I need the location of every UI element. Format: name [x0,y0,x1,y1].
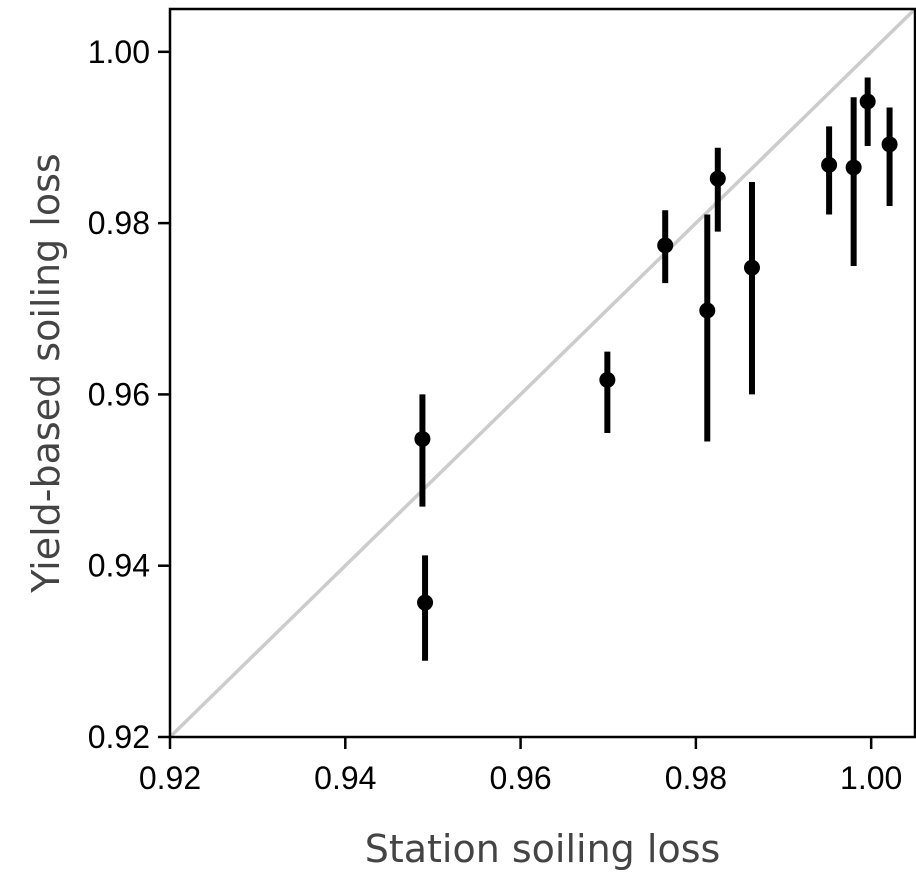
x-tick-label: 1.00 [840,760,902,796]
y-axis-ticks: 0.92 0.94 0.96 0.98 1.00 [88,34,170,755]
y-tick-label: 1.00 [88,34,150,70]
point-marker [414,430,431,447]
data-point [743,182,760,395]
y-tick-label: 0.92 [88,719,150,755]
data-point [417,555,434,661]
point-marker [417,594,434,611]
point-marker [821,156,838,173]
y-tick-label: 0.96 [88,376,150,412]
point-marker [743,259,760,276]
x-axis-ticks: 0.92 0.94 0.96 0.98 1.00 [139,737,902,796]
data-point [709,147,726,232]
plot-content [168,7,916,739]
y-tick-label: 0.98 [88,205,150,241]
point-marker [699,302,716,319]
x-tick-label: 0.94 [314,760,376,796]
x-tick-label: 0.96 [489,760,551,796]
point-marker [599,371,616,388]
x-tick-label: 0.92 [139,760,201,796]
point-marker [881,136,898,153]
data-point [845,97,862,266]
y-axis-label: Yield-based soiling loss [24,153,68,593]
plot-frame [168,7,916,739]
point-marker [657,237,674,254]
data-point [699,214,716,442]
data-point [657,210,674,284]
point-marker [845,159,862,176]
data-point [859,77,876,147]
identity-line [168,7,916,739]
point-marker [859,93,876,110]
x-tick-label: 0.98 [665,760,727,796]
x-axis-label: Station soiling loss [365,827,721,871]
data-point [599,351,616,433]
data-point [881,107,898,206]
point-marker [709,170,726,187]
data-point [821,126,838,215]
y-tick-label: 0.94 [88,548,150,584]
data-point [414,394,431,507]
